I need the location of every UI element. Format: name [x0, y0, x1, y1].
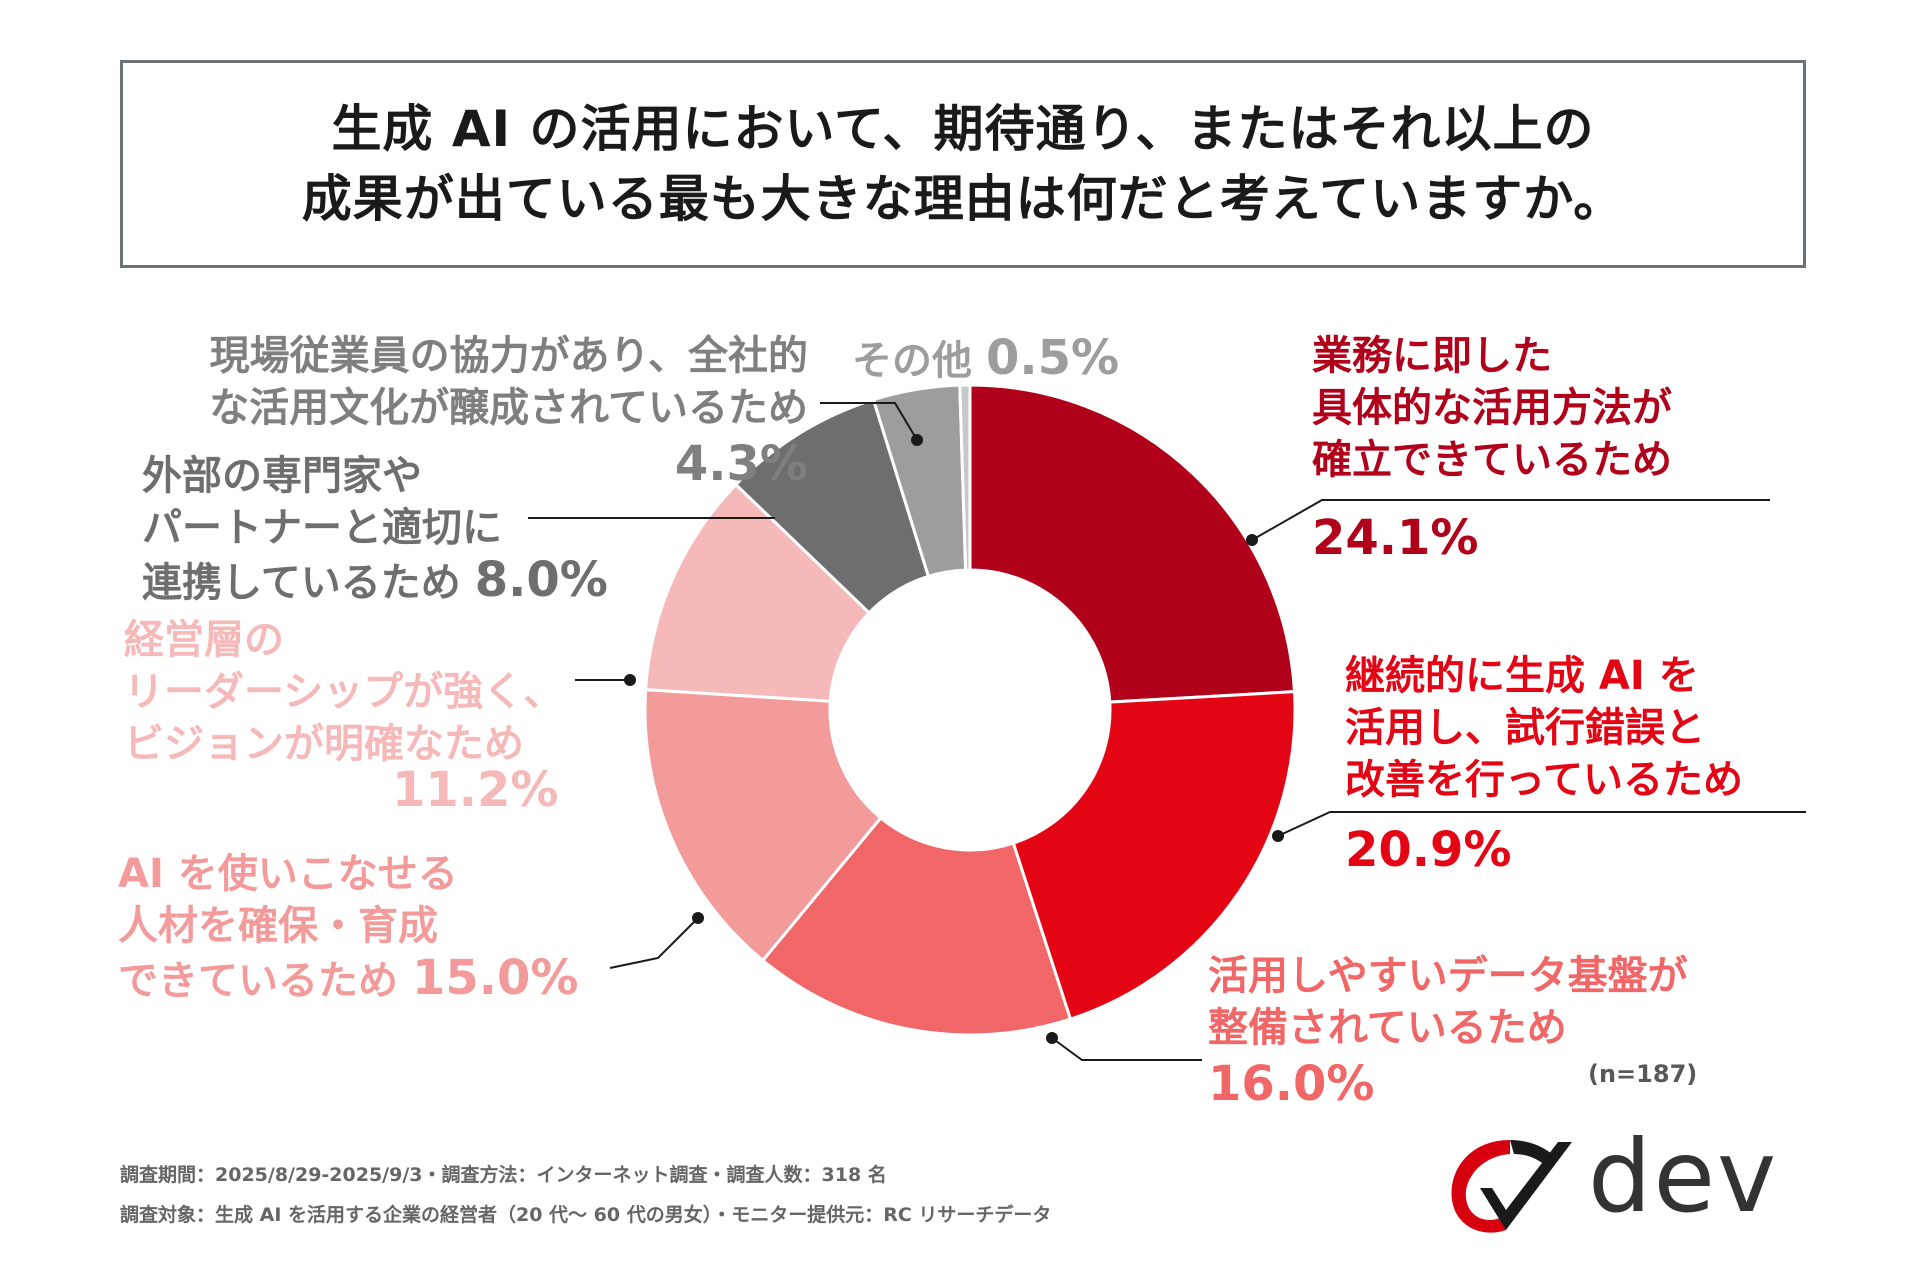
pct-s5: 11.2% [392, 760, 559, 820]
dev-logo-mark-icon [1451, 1140, 1572, 1233]
label-s7: 現場従業員の協力があり、全社的 な活用文化が醸成されているため 4.3% [158, 330, 808, 494]
leader-dot-s2 [1272, 830, 1284, 842]
pct-s6-value: 8.0% [474, 552, 608, 608]
pct-s1-value: 24.1% [1312, 510, 1479, 566]
leader-line-s7 [820, 402, 918, 441]
leader-line-s3 [1051, 1037, 1202, 1061]
label-s6-line3: 連携しているため [142, 560, 461, 606]
label-s5-line2: リーダーシップが強く、 [124, 669, 564, 715]
label-s1-line1: 業務に即した [1312, 333, 1552, 379]
label-s5: 経営層の リーダーシップが強く、 ビジョンが明確なため [124, 614, 563, 770]
leader-line-s1 [1251, 499, 1770, 541]
pct-s2-value: 20.9% [1345, 822, 1512, 878]
pct-s7-value: 4.3% [674, 436, 808, 492]
donut-slice-8 [958, 383, 972, 572]
footer-line-2: 調査対象：生成 AI を活用する企業の経営者（20 代～ 60 代の男女）・モニ… [120, 1204, 1052, 1226]
label-s6: 外部の専門家や パートナーと適切に 連携しているため 8.0% [142, 450, 608, 609]
leader-lines [528, 402, 1806, 1061]
label-s7-line1: 現場従業員の協力があり、全社的 [209, 333, 808, 379]
donut-slice-1 [968, 383, 1297, 704]
leader-dot-s7 [911, 434, 923, 446]
label-s3-line2: 整備されているため [1208, 1005, 1567, 1051]
leader-dot-s1 [1246, 534, 1258, 546]
leader-dots [624, 434, 1284, 1044]
title-line-2: 成果が出ている最も大きな理由は何だと考えていますか。 [301, 170, 1625, 228]
label-s1: 業務に即した 具体的な活用方法が 確立できているため [1312, 330, 1672, 486]
label-s1-line3: 確立できているため [1312, 437, 1672, 483]
leader-dot-s3 [1046, 1032, 1058, 1044]
label-s4: AI を使いこなせる 人材を確保・育成 できているため 15.0% [118, 848, 578, 1007]
dev-logo-text: dev [1588, 1118, 1779, 1235]
leader-line-s4 [609, 917, 699, 969]
donut-slice-3 [760, 815, 1073, 1037]
label-s8: その他 0.5% [852, 332, 1119, 387]
sample-size-note: (n=187) [1588, 1060, 1698, 1088]
label-s2: 継続的に生成 AI を 活用し、試行錯誤と 改善を行っているため [1345, 650, 1743, 806]
label-s2-line3: 改善を行っているため [1345, 757, 1743, 803]
leader-dot-s4 [692, 912, 704, 924]
leader-line-s2 [1277, 811, 1806, 837]
label-s5-line1: 経営層の [124, 617, 284, 663]
label-s2-line1: 継続的に生成 AI を [1345, 653, 1699, 699]
label-s4-line3: できているため [118, 958, 398, 1004]
pct-s4-value: 15.0% [411, 950, 579, 1006]
label-s3-line1: 活用しやすいデータ基盤が [1208, 953, 1688, 999]
label-s1-line2: 具体的な活用方法が [1312, 385, 1672, 431]
leader-dot-s5 [624, 674, 636, 686]
pct-s1: 24.1% [1312, 508, 1479, 568]
label-s6-line1: 外部の専門家や [142, 453, 422, 499]
label-s4-line2: 人材を確保・育成 [118, 903, 438, 949]
label-s5-line3: ビジョンが明確なため [124, 721, 524, 767]
label-s8-line1: その他 [852, 338, 972, 384]
donut-slice-5 [644, 482, 872, 703]
pct-s5-value: 11.2% [392, 762, 559, 818]
label-s4-line1: AI を使いこなせる [118, 851, 458, 897]
question-title-box: 生成 AI の活用において、期待通り、またはそれ以上の 成果が出ている最も大きな… [120, 60, 1806, 268]
dev-logo: dev [1440, 1118, 1810, 1240]
label-s2-line2: 活用し、試行錯誤と [1345, 705, 1705, 751]
donut-slice-4 [643, 688, 883, 963]
title-line-1: 生成 AI の活用において、期待通り、またはそれ以上の [331, 100, 1595, 158]
donut-slice-2 [1011, 690, 1297, 1021]
label-s7-line2: な活用文化が醸成されているため [209, 385, 808, 431]
pct-s2: 20.9% [1345, 820, 1512, 880]
label-s3: 活用しやすいデータ基盤が 整備されているため 16.0% [1208, 950, 1688, 1114]
pct-s8-value: 0.5% [985, 330, 1120, 386]
footer-line-1: 調査期間：2025/8/29-2025/9/3・調査方法：インターネット調査・調… [120, 1164, 887, 1186]
label-s6-line2: パートナーと適切に [142, 505, 502, 551]
pct-s3-value: 16.0% [1208, 1056, 1375, 1112]
